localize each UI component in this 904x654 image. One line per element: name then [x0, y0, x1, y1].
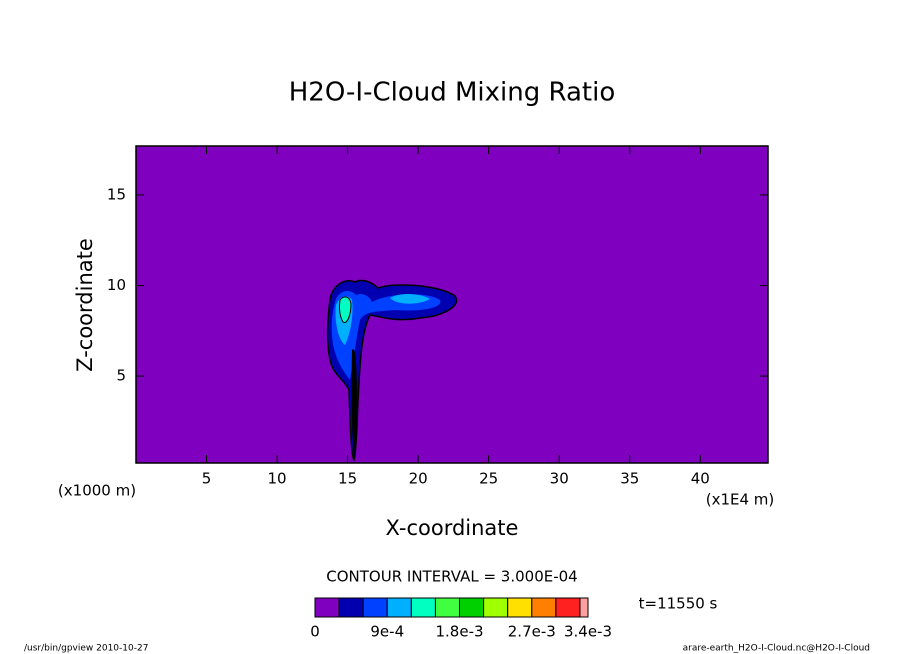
colorbar-box	[555, 597, 581, 618]
contour-interval: CONTOUR INTERVAL = 3.000E-04	[326, 568, 577, 586]
footer-left: /usr/bin/gpview 2010-10-27	[24, 644, 148, 654]
colorbar-box	[410, 597, 436, 618]
contour-fill	[331, 290, 441, 380]
contour-fill	[351, 349, 357, 455]
y-tick-label: 10	[107, 276, 126, 294]
colorbar-box	[434, 597, 461, 618]
y-tick-label: 5	[116, 367, 126, 385]
colorbar-label: 2.7e-3	[508, 623, 556, 641]
plot-frame	[135, 145, 769, 464]
contour-fill	[390, 293, 430, 304]
colorbar-label: 3.4e-3	[564, 623, 612, 641]
x-tick-label: 25	[479, 470, 498, 488]
x-unit-right: (x1E4 m)	[706, 491, 775, 509]
chart-title: H2O-I-Cloud Mixing Ratio	[289, 78, 616, 108]
contour-fill	[326, 279, 458, 462]
colorbar-box	[362, 597, 388, 618]
y-tick-label: 15	[107, 185, 126, 203]
footer-right: arare-earth_H2O-I-Cloud.nc@H2O-I-Cloud	[683, 644, 870, 654]
colorbar-box	[386, 597, 412, 618]
time-label: t=11550 s	[639, 595, 718, 613]
contour-fill	[338, 296, 352, 324]
x-tick-label: 35	[620, 470, 639, 488]
colorbar-box	[579, 597, 589, 618]
colorbar-label: 1.8e-3	[436, 623, 484, 641]
colorbar-label: 9e-4	[370, 623, 404, 641]
x-tick-label: 10	[268, 470, 287, 488]
colorbar-box	[507, 597, 533, 618]
y-axis-label: Z-coordinate	[73, 238, 97, 372]
x-tick-label: 15	[338, 470, 357, 488]
colorbar-box	[338, 597, 364, 618]
colorbar-label: 0	[310, 623, 320, 641]
x-tick-label: 40	[691, 470, 710, 488]
colorbar-box	[459, 597, 485, 618]
colorbar-box	[531, 597, 557, 618]
x-tick-label: 5	[202, 470, 212, 488]
x-tick-label: 20	[409, 470, 428, 488]
x-tick-label: 30	[550, 470, 569, 488]
contour-shapes	[326, 279, 458, 462]
colorbar-box	[314, 597, 340, 618]
x-unit: (x1000 m)	[58, 482, 136, 500]
x-axis-label: X-coordinate	[386, 516, 519, 540]
colorbar-box	[483, 597, 509, 618]
